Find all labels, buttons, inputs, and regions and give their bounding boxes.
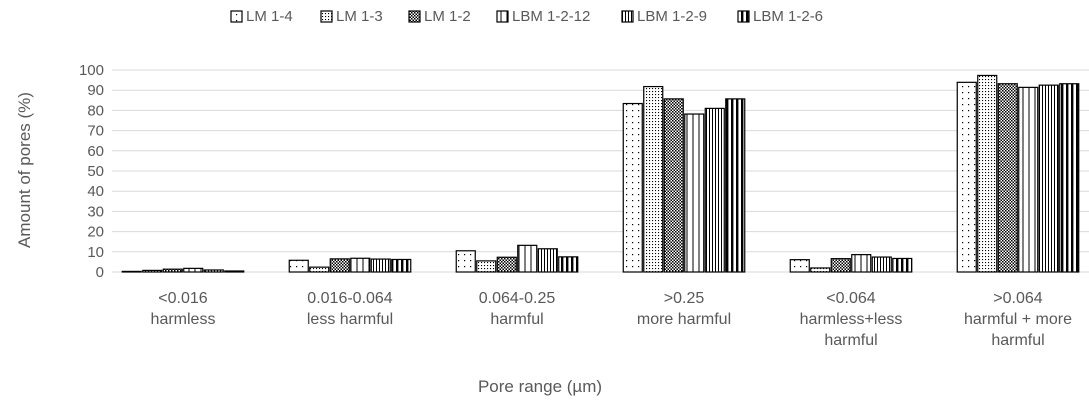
- bar: [684, 113, 705, 273]
- y-tick-label: 20: [87, 224, 104, 241]
- bar: [810, 267, 831, 273]
- x-category-label: >0.25 more harmful: [637, 290, 731, 328]
- bar: [725, 98, 746, 273]
- bar: [1059, 83, 1080, 273]
- bar: [288, 259, 309, 273]
- x-category-label: 0.016-0.064 less harmful: [307, 290, 393, 328]
- x-category-label: >0.064 harmful + more harmful: [964, 290, 1072, 349]
- x-axis-title: Pore range (µm): [478, 377, 602, 396]
- bar: [142, 269, 163, 273]
- legend-label: LBM 1-2-9: [637, 8, 707, 25]
- x-category-label: 0.064-0.25 harmful: [479, 290, 556, 328]
- legend-label: LBM 1-2-12: [512, 8, 590, 25]
- legend-label: LM 1-3: [336, 8, 383, 25]
- bar: [309, 266, 330, 273]
- bar: [517, 244, 538, 273]
- legend-swatch: [230, 10, 243, 23]
- bar: [622, 102, 643, 273]
- legend-swatch: [621, 10, 634, 23]
- y-axis-ticks: 0 10 20 30 40 50 60 70 80 90 100: [79, 62, 104, 281]
- legend-swatch: [320, 10, 333, 23]
- bar: [851, 254, 872, 273]
- bar: [224, 270, 245, 273]
- bar: [558, 256, 579, 273]
- legend-label: LM 1-4: [246, 8, 293, 25]
- bar: [977, 74, 998, 273]
- bar: [643, 85, 664, 273]
- y-tick-label: 60: [87, 143, 104, 160]
- bar: [892, 257, 913, 273]
- bar: [370, 258, 391, 273]
- bar: [663, 98, 684, 273]
- bar: [183, 267, 204, 273]
- y-tick-label: 70: [87, 123, 104, 140]
- y-axis-title: Amount of pores (%): [15, 92, 34, 248]
- bar: [1038, 84, 1059, 273]
- bar: [203, 269, 224, 273]
- x-category-label: <0.064 harmless+less harmful: [800, 290, 903, 349]
- bar: [162, 268, 183, 273]
- legend: LM 1-4 LM 1-3 LM 1-2 LBM 1-2-12 LBM 1-2-9 LBM…: [230, 8, 823, 25]
- bar: [391, 258, 412, 273]
- bar: [1018, 86, 1039, 273]
- y-tick-label: 10: [87, 244, 104, 261]
- bar: [537, 248, 558, 273]
- x-axis-categories: <0.016 harmless 0.016-0.064 less harmful 0.0…: [151, 290, 1073, 349]
- bar: [350, 257, 371, 273]
- legend-label: LM 1-2: [424, 8, 471, 25]
- gridlines: [112, 69, 1089, 273]
- bar: [121, 270, 142, 273]
- y-tick-label: 90: [87, 82, 104, 99]
- bar: [455, 250, 476, 273]
- bar: [329, 258, 350, 273]
- y-tick-label: 50: [87, 163, 104, 180]
- bar: [997, 83, 1018, 273]
- bar: [476, 260, 497, 273]
- bar: [789, 259, 810, 273]
- bars: [121, 74, 1080, 273]
- legend-swatch: [737, 10, 750, 23]
- bar: [871, 256, 892, 273]
- y-tick-label: 40: [87, 183, 104, 200]
- legend-swatch: [408, 10, 421, 23]
- bar: [956, 81, 977, 273]
- bar: [496, 256, 517, 273]
- y-tick-label: 0: [96, 264, 104, 281]
- y-tick-label: 80: [87, 102, 104, 119]
- legend-label: LBM 1-2-6: [753, 8, 823, 25]
- x-category-label: <0.016 harmless: [151, 290, 216, 328]
- legend-swatch: [496, 10, 509, 23]
- y-tick-label: 100: [79, 62, 104, 79]
- y-tick-label: 30: [87, 203, 104, 220]
- bar: [704, 107, 725, 273]
- bar: [830, 258, 851, 273]
